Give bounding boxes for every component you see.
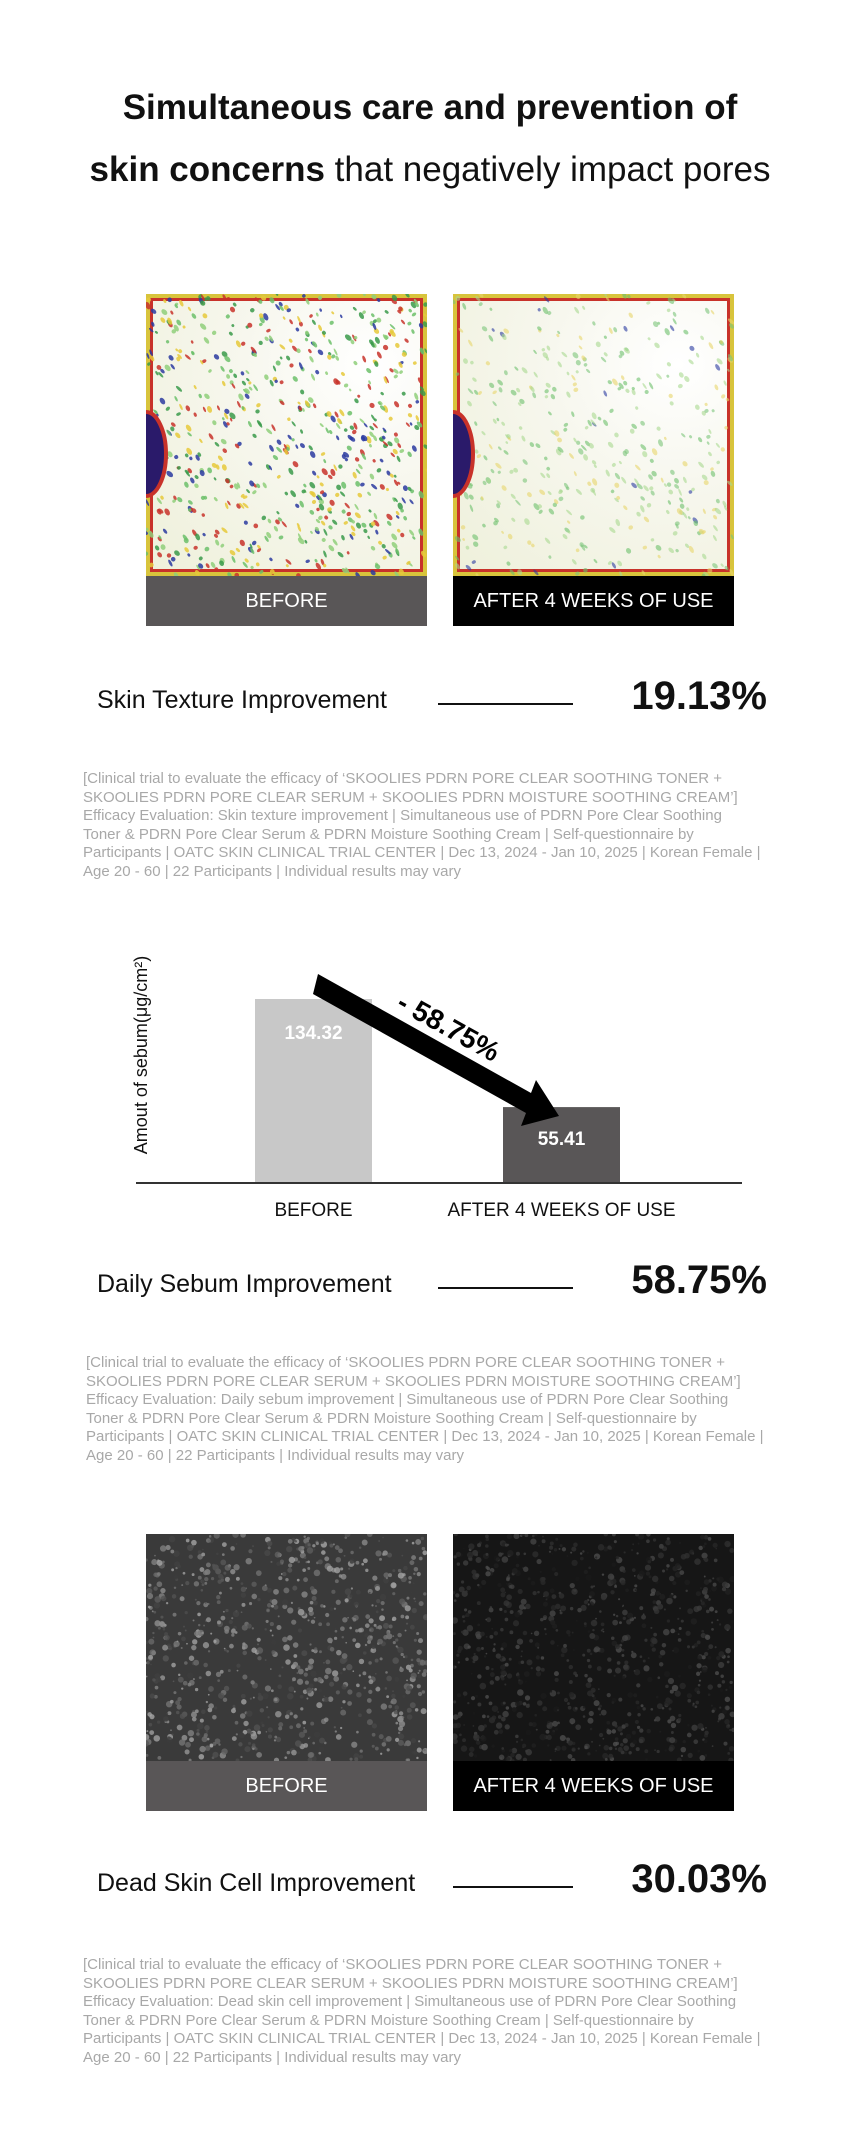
page-title-line2: skin concerns that negatively impact por… [0, 140, 860, 200]
fine-print-line: Participants | OATC SKIN CLINICAL TRIAL … [86, 1428, 764, 1445]
category-label: AFTER 4 WEEKS OF USE [447, 1200, 675, 1221]
fine-print-line: Age 20 - 60 | 22 Participants | Individu… [86, 1446, 464, 1464]
fine-print: [Clinical trial to evaluate the efficacy… [86, 1354, 786, 1465]
fine-print-line: Efficacy Evaluation: Daily sebum improve… [86, 1391, 729, 1408]
fine-print-line: [Clinical trial to evaluate the efficacy… [83, 770, 722, 787]
title-rest: that negatively impact pores [324, 150, 771, 189]
title-bold: skin concerns [89, 150, 325, 189]
arrow-icon [313, 974, 559, 1126]
metric-label: Dead Skin Cell Improvement [97, 1869, 416, 1897]
metric-label: Skin Texture Improvement [97, 686, 387, 714]
fine-print-line: Participants | OATC SKIN CLINICAL TRIAL … [83, 844, 761, 861]
fine-print-line: Efficacy Evaluation: Skin texture improv… [83, 807, 722, 824]
before-label: BEFORE [146, 1761, 427, 1811]
divider [438, 703, 573, 705]
after-label: AFTER 4 WEEKS OF USE [453, 576, 734, 626]
category-label: BEFORE [274, 1200, 352, 1221]
sebum-bar-chart: 134.32 BEFORE 55.41 AFTER 4 WEEKS OF USE Amo… [131, 956, 742, 1221]
fine-print-line: Participants | OATC SKIN CLINICAL TRIAL … [83, 2030, 761, 2047]
metric-value: 30.03% [631, 1857, 767, 1901]
after-dead-skin-image [453, 1534, 734, 1761]
bar-1 [503, 1107, 620, 1183]
page-title-line1: Simultaneous care and prevention of [122, 88, 738, 127]
fine-print-line: Age 20 - 60 | 22 Participants | Individu… [83, 862, 461, 880]
fine-print-line: Toner & PDRN Pore Clear Serum & PDRN Moi… [83, 825, 694, 843]
fine-print-line: Toner & PDRN Pore Clear Serum & PDRN Moi… [83, 2011, 694, 2029]
after-label: AFTER 4 WEEKS OF USE [453, 1761, 734, 1811]
fine-print-line: Toner & PDRN Pore Clear Serum & PDRN Moi… [86, 1409, 697, 1427]
after-skin-texture-image [453, 294, 734, 576]
fine-print: [Clinical trial to evaluate the efficacy… [83, 1956, 783, 2067]
metric-label: Daily Sebum Improvement [97, 1270, 392, 1298]
before-dead-skin-image [146, 1534, 427, 1761]
before-skin-texture-image [146, 294, 427, 576]
metric-value: 58.75% [631, 1258, 767, 1302]
fine-print-line: SKOOLIES PDRN PORE CLEAR SERUM + SKOOLIE… [83, 788, 738, 806]
fine-print-line: Age 20 - 60 | 22 Participants | Individu… [83, 2048, 461, 2066]
fine-print: [Clinical trial to evaluate the efficacy… [83, 770, 783, 881]
fine-print-line: Efficacy Evaluation: Dead skin cell impr… [83, 1993, 737, 2010]
fine-print-line: SKOOLIES PDRN PORE CLEAR SERUM + SKOOLIE… [86, 1372, 741, 1390]
before-label: BEFORE [146, 576, 427, 626]
fine-print-line: [Clinical trial to evaluate the efficacy… [83, 1956, 722, 1973]
divider [453, 1886, 573, 1888]
metric-value: 19.13% [631, 674, 767, 718]
y-axis-label: Amout of sebum(μg/cm²) [131, 956, 151, 1154]
fine-print-line: SKOOLIES PDRN PORE CLEAR SERUM + SKOOLIE… [83, 1974, 738, 1992]
data-label: 55.41 [538, 1129, 586, 1150]
fine-print-line: [Clinical trial to evaluate the efficacy… [86, 1354, 725, 1371]
data-label: 134.32 [284, 1023, 342, 1044]
bar-0 [255, 999, 372, 1183]
divider [438, 1287, 573, 1289]
